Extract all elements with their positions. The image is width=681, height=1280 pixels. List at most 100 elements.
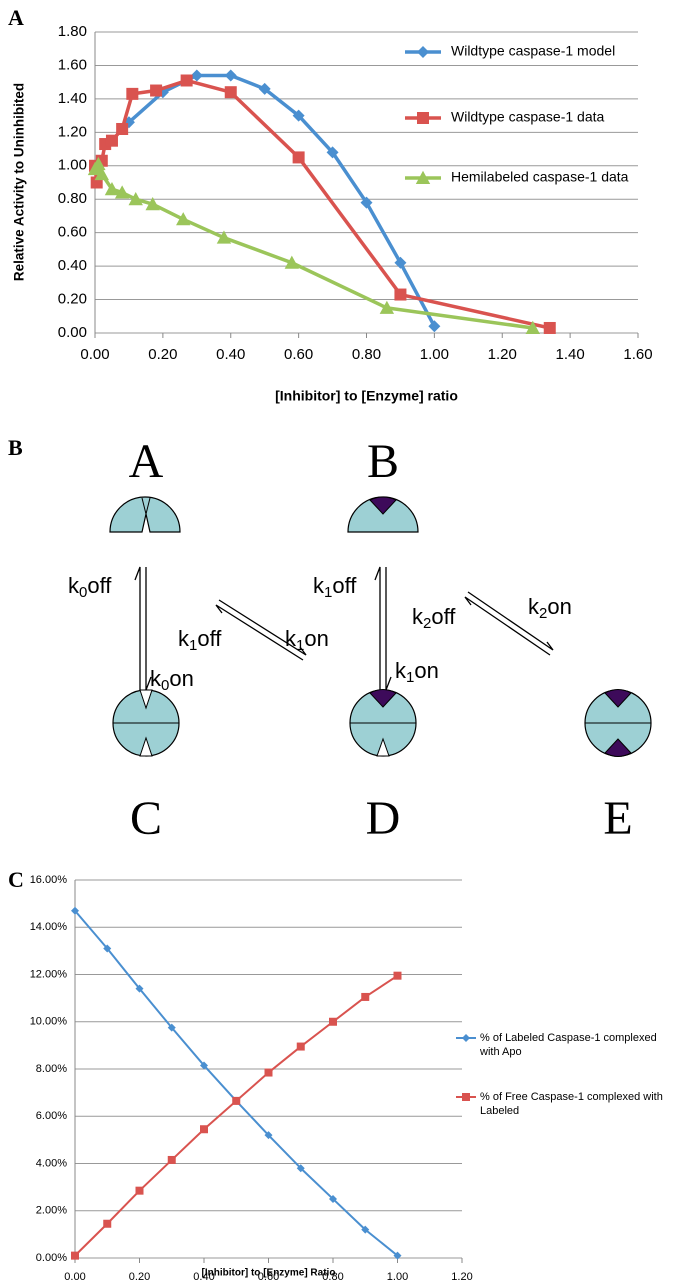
x-axis-label: [Inhibitor] to [Enzyme] Ratio	[202, 1268, 336, 1279]
marker	[462, 1034, 470, 1042]
x-tick-label: 0.60	[258, 1271, 279, 1280]
y-tick-label: 6.00%	[36, 1110, 67, 1122]
rate-suffix: on	[547, 594, 571, 619]
rate-k: k	[528, 594, 540, 619]
y-tick-label: 0.20	[58, 291, 87, 308]
x-tick-label: 0.20	[148, 346, 177, 363]
rate-k: k	[150, 666, 162, 691]
rate-subscript: 1	[324, 584, 332, 601]
rate-constant: k0off	[68, 573, 112, 601]
state-label: E	[603, 792, 632, 845]
state-label: A	[129, 435, 164, 488]
legend-entry: Wildtype caspase-1 model	[451, 43, 615, 59]
marker	[258, 82, 271, 95]
marker	[264, 1131, 273, 1140]
marker	[543, 321, 556, 334]
marker	[105, 134, 118, 147]
marker	[190, 69, 203, 82]
rate-suffix: on	[169, 666, 193, 691]
rate-k: k	[68, 573, 80, 598]
marker	[91, 156, 106, 171]
inhibitor	[604, 689, 632, 708]
rate-suffix: off	[197, 626, 222, 651]
y-tick-label: 1.60	[58, 56, 87, 73]
rate-suffix: on	[414, 658, 438, 683]
marker	[216, 230, 232, 244]
marker	[116, 122, 129, 135]
marker	[103, 1219, 112, 1228]
marker	[200, 1061, 208, 1070]
rate-suffix: on	[304, 626, 328, 651]
y-tick-label: 14.00%	[30, 921, 68, 933]
y-tick-label: 8.00%	[36, 1063, 67, 1075]
marker	[525, 320, 540, 334]
legend-entry: Wildtype caspase-1 data	[451, 109, 605, 125]
marker	[394, 256, 407, 269]
rate-constant: k0on	[150, 666, 194, 694]
panel-label: B	[8, 435, 23, 460]
marker	[167, 1155, 176, 1164]
x-tick-label: 0.80	[352, 346, 381, 363]
x-tick-label: 0.00	[80, 346, 109, 363]
legend-entry: % of Free Caspase-1 complexed with Label…	[480, 1091, 663, 1117]
marker	[292, 151, 305, 164]
x-tick-label: 1.00	[420, 346, 449, 363]
rate-k: k	[412, 604, 424, 629]
y-tick-label: 16.00%	[30, 874, 68, 886]
marker	[361, 992, 370, 1001]
y-tick-label: 1.40	[58, 90, 87, 107]
x-tick-label: 0.80	[322, 1271, 343, 1280]
x-tick-label: 1.40	[556, 346, 585, 363]
rate-constant: k2on	[528, 594, 572, 622]
x-tick-label: 1.20	[451, 1271, 472, 1280]
marker	[232, 1096, 241, 1105]
marker	[145, 197, 160, 211]
y-tick-label: 0.00%	[36, 1252, 67, 1264]
marker	[292, 109, 305, 122]
legend-entry: % of Labeled Caspase-1 complexed with Ap…	[480, 1032, 657, 1058]
rate-suffix: off	[431, 604, 456, 629]
equilibrium-arrows	[134, 566, 554, 691]
enzyme-half	[109, 496, 181, 533]
rate-constant: k1on	[395, 658, 439, 686]
marker	[415, 170, 431, 184]
marker	[296, 1164, 305, 1173]
marker	[128, 192, 143, 206]
series-line	[127, 73, 436, 328]
rate-subscript: 0	[79, 584, 87, 601]
legend-entry: Hemilabeled caspase-1 data	[451, 169, 629, 185]
marker	[417, 46, 429, 58]
state-label: D	[366, 792, 401, 845]
marker	[94, 166, 109, 181]
x-tick-label: 0.20	[129, 1271, 150, 1280]
panel-label: C	[8, 867, 24, 892]
y-tick-label: 1.80	[58, 23, 87, 40]
marker	[150, 84, 163, 97]
rate-suffix: off	[87, 573, 112, 598]
marker	[329, 1017, 337, 1026]
y-tick-label: 10.00%	[30, 1016, 68, 1028]
notch	[376, 737, 390, 757]
marker	[264, 1068, 273, 1077]
marker	[167, 1023, 176, 1032]
y-tick-label: 0.80	[58, 190, 87, 207]
rate-subscript: 2	[539, 605, 547, 622]
y-tick-label: 12.00%	[30, 968, 68, 980]
marker	[224, 69, 237, 82]
marker	[103, 944, 112, 953]
marker	[462, 1093, 470, 1101]
rate-constant: k1off	[313, 573, 357, 601]
x-axis-label: [Inhibitor] to [Enzyme] ratio	[275, 388, 458, 404]
notch	[141, 497, 151, 515]
marker	[296, 1042, 305, 1051]
rate-constant: k2off	[412, 604, 456, 632]
marker	[114, 185, 130, 199]
y-tick-label: 0.60	[58, 224, 87, 241]
y-axis-label: Relative Activity to Uninhibited	[12, 83, 27, 281]
x-tick-label: 0.40	[216, 346, 245, 363]
rate-k: k	[178, 626, 190, 651]
marker	[326, 146, 339, 159]
x-tick-label: 1.00	[387, 1271, 408, 1280]
